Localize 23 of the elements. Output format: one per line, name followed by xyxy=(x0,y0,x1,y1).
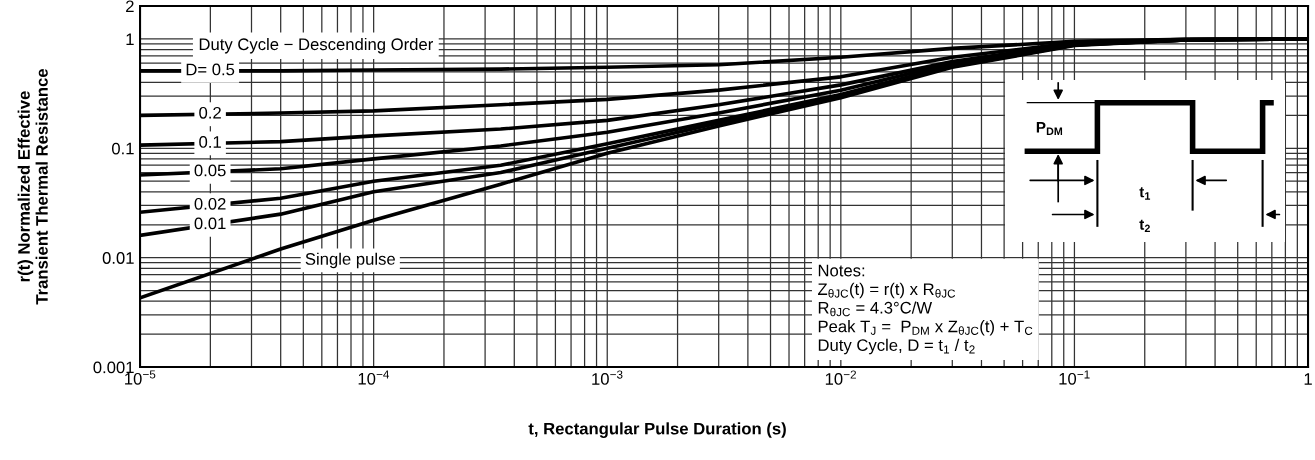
series-label: 0.05 xyxy=(194,164,226,177)
y-tick-label: 2 xyxy=(126,0,134,13)
text: Notes: Z$_{θJC}$(t) = r(t) x R$_{θJC}$ R$_{θJC}$ = 4.3°C/W Peak T$_{J}$ = P$_{DM}$ x Z$_{θJC}$(t) + T$_{C}$ Duty Cycle, D = t$_{1}$ / t$_{2}$ xyxy=(818,264,1033,355)
x-axis-title: t, Rectangular Pulse Duration (s) xyxy=(528,422,786,438)
x-tick-label: 10$^{−4}$ xyxy=(358,370,390,385)
x-tick-label: 1 xyxy=(1304,373,1312,385)
series-label: 0.01 xyxy=(194,217,226,230)
series-label: 0.2 xyxy=(199,106,221,119)
annotation: t$_{2}$ xyxy=(1139,219,1150,233)
y-tick-label: 0.1 xyxy=(111,142,134,155)
y-tick-label: 1 xyxy=(126,33,134,45)
y-tick-label: 0.01 xyxy=(102,252,134,264)
annotation: P$_{DM}$ xyxy=(1036,122,1063,135)
series-label: D= 0.5 xyxy=(186,63,235,76)
x-tick-label: 10$^{−1}$ xyxy=(1059,370,1090,385)
x-tick-label: 10$^{−3}$ xyxy=(592,370,623,385)
x-tick-label: 10$^{−2}$ xyxy=(825,370,856,385)
series-label: Single pulse xyxy=(305,252,395,269)
annotation: t$_{1}$ xyxy=(1139,187,1151,200)
series-label: 0.02 xyxy=(194,197,226,210)
series-label: 0.1 xyxy=(199,136,221,148)
y-axis-title: r(t) Normalized Effective Transient Thermal Resistance xyxy=(17,68,48,305)
annotation: Duty Cycle − Descending Order xyxy=(199,37,433,54)
